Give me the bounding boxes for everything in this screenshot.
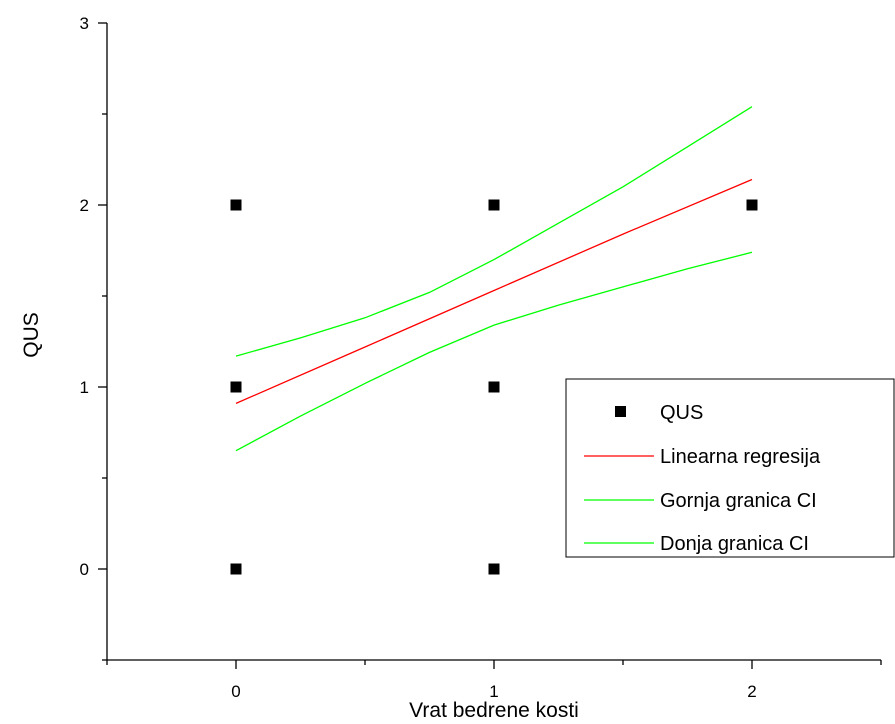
legend-box (565, 378, 895, 558)
legend-label: QUS (660, 402, 703, 424)
x-tick-label: 2 (747, 682, 756, 701)
legend-label: Donja granica CI (660, 533, 809, 555)
data-point (488, 563, 500, 575)
y-tick-label: 3 (80, 14, 89, 33)
data-point (746, 199, 758, 211)
y-tick-label: 1 (80, 378, 89, 397)
x-tick-label: 0 (231, 682, 240, 701)
data-point (230, 563, 242, 575)
legend: QUS Linearna regresija Gornja granica CI Do… (565, 378, 895, 558)
legend-label: Gornja granica CI (660, 490, 817, 512)
tick-labels: 0 1 2 0 1 2 3 (80, 14, 757, 701)
series-line-1 (235, 178, 753, 404)
y-axis-label: QUS (20, 312, 43, 358)
series-line-3 (235, 251, 753, 452)
plot-series (230, 106, 758, 575)
x-axis-label: Vrat bedrene kosti (409, 699, 579, 722)
y-tick-label: 2 (80, 196, 89, 215)
legend-marker (615, 406, 626, 417)
ticks (98, 22, 882, 669)
y-tick-label: 0 (80, 560, 89, 579)
data-point (488, 381, 500, 393)
data-point (230, 381, 242, 393)
series-line-2 (235, 106, 753, 357)
legend-label: Linearna regresija (660, 446, 821, 468)
x-tick-label: 1 (489, 682, 498, 701)
data-point (230, 199, 242, 211)
data-point (488, 199, 500, 211)
